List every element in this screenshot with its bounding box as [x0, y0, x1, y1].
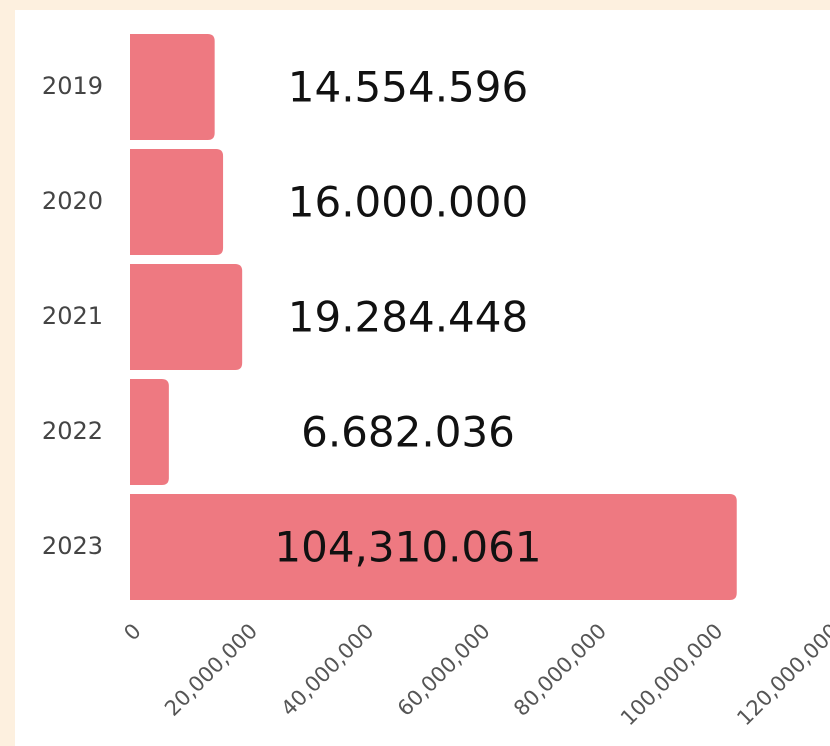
data-label: 16.000.000: [288, 178, 528, 227]
bar: [130, 494, 737, 600]
y-tick-label: 2022: [42, 417, 103, 445]
y-tick-label: 2023: [42, 532, 103, 560]
bar: [130, 34, 215, 140]
bar: [130, 379, 169, 485]
y-tick-label: 2019: [42, 72, 103, 100]
data-label: 104,310.061: [274, 523, 541, 572]
data-label: 14.554.596: [288, 63, 528, 112]
bar: [130, 264, 243, 370]
y-tick-label: 2021: [42, 302, 103, 330]
data-label: 19.284.448: [288, 293, 528, 342]
y-tick-label: 2020: [42, 187, 103, 215]
bar: [130, 149, 224, 255]
data-label: 6.682.036: [301, 408, 515, 457]
